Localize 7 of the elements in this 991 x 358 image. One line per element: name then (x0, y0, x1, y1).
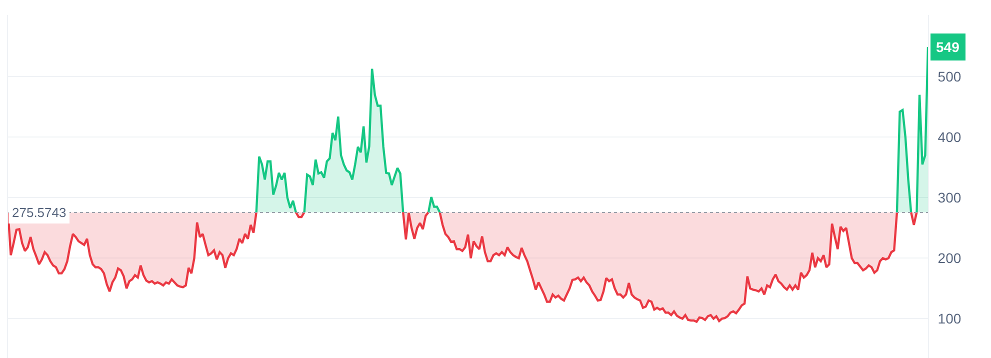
y-tick-label: 100 (938, 310, 962, 327)
annotation: 549 (936, 39, 960, 55)
y-tick-label: 300 (938, 190, 962, 206)
y-tick-label: 500 (938, 68, 962, 85)
y-tick-label: 400 (938, 129, 962, 146)
ref-line-label: 275.5743 (12, 205, 66, 220)
y-tick-label: 200 (938, 250, 962, 266)
